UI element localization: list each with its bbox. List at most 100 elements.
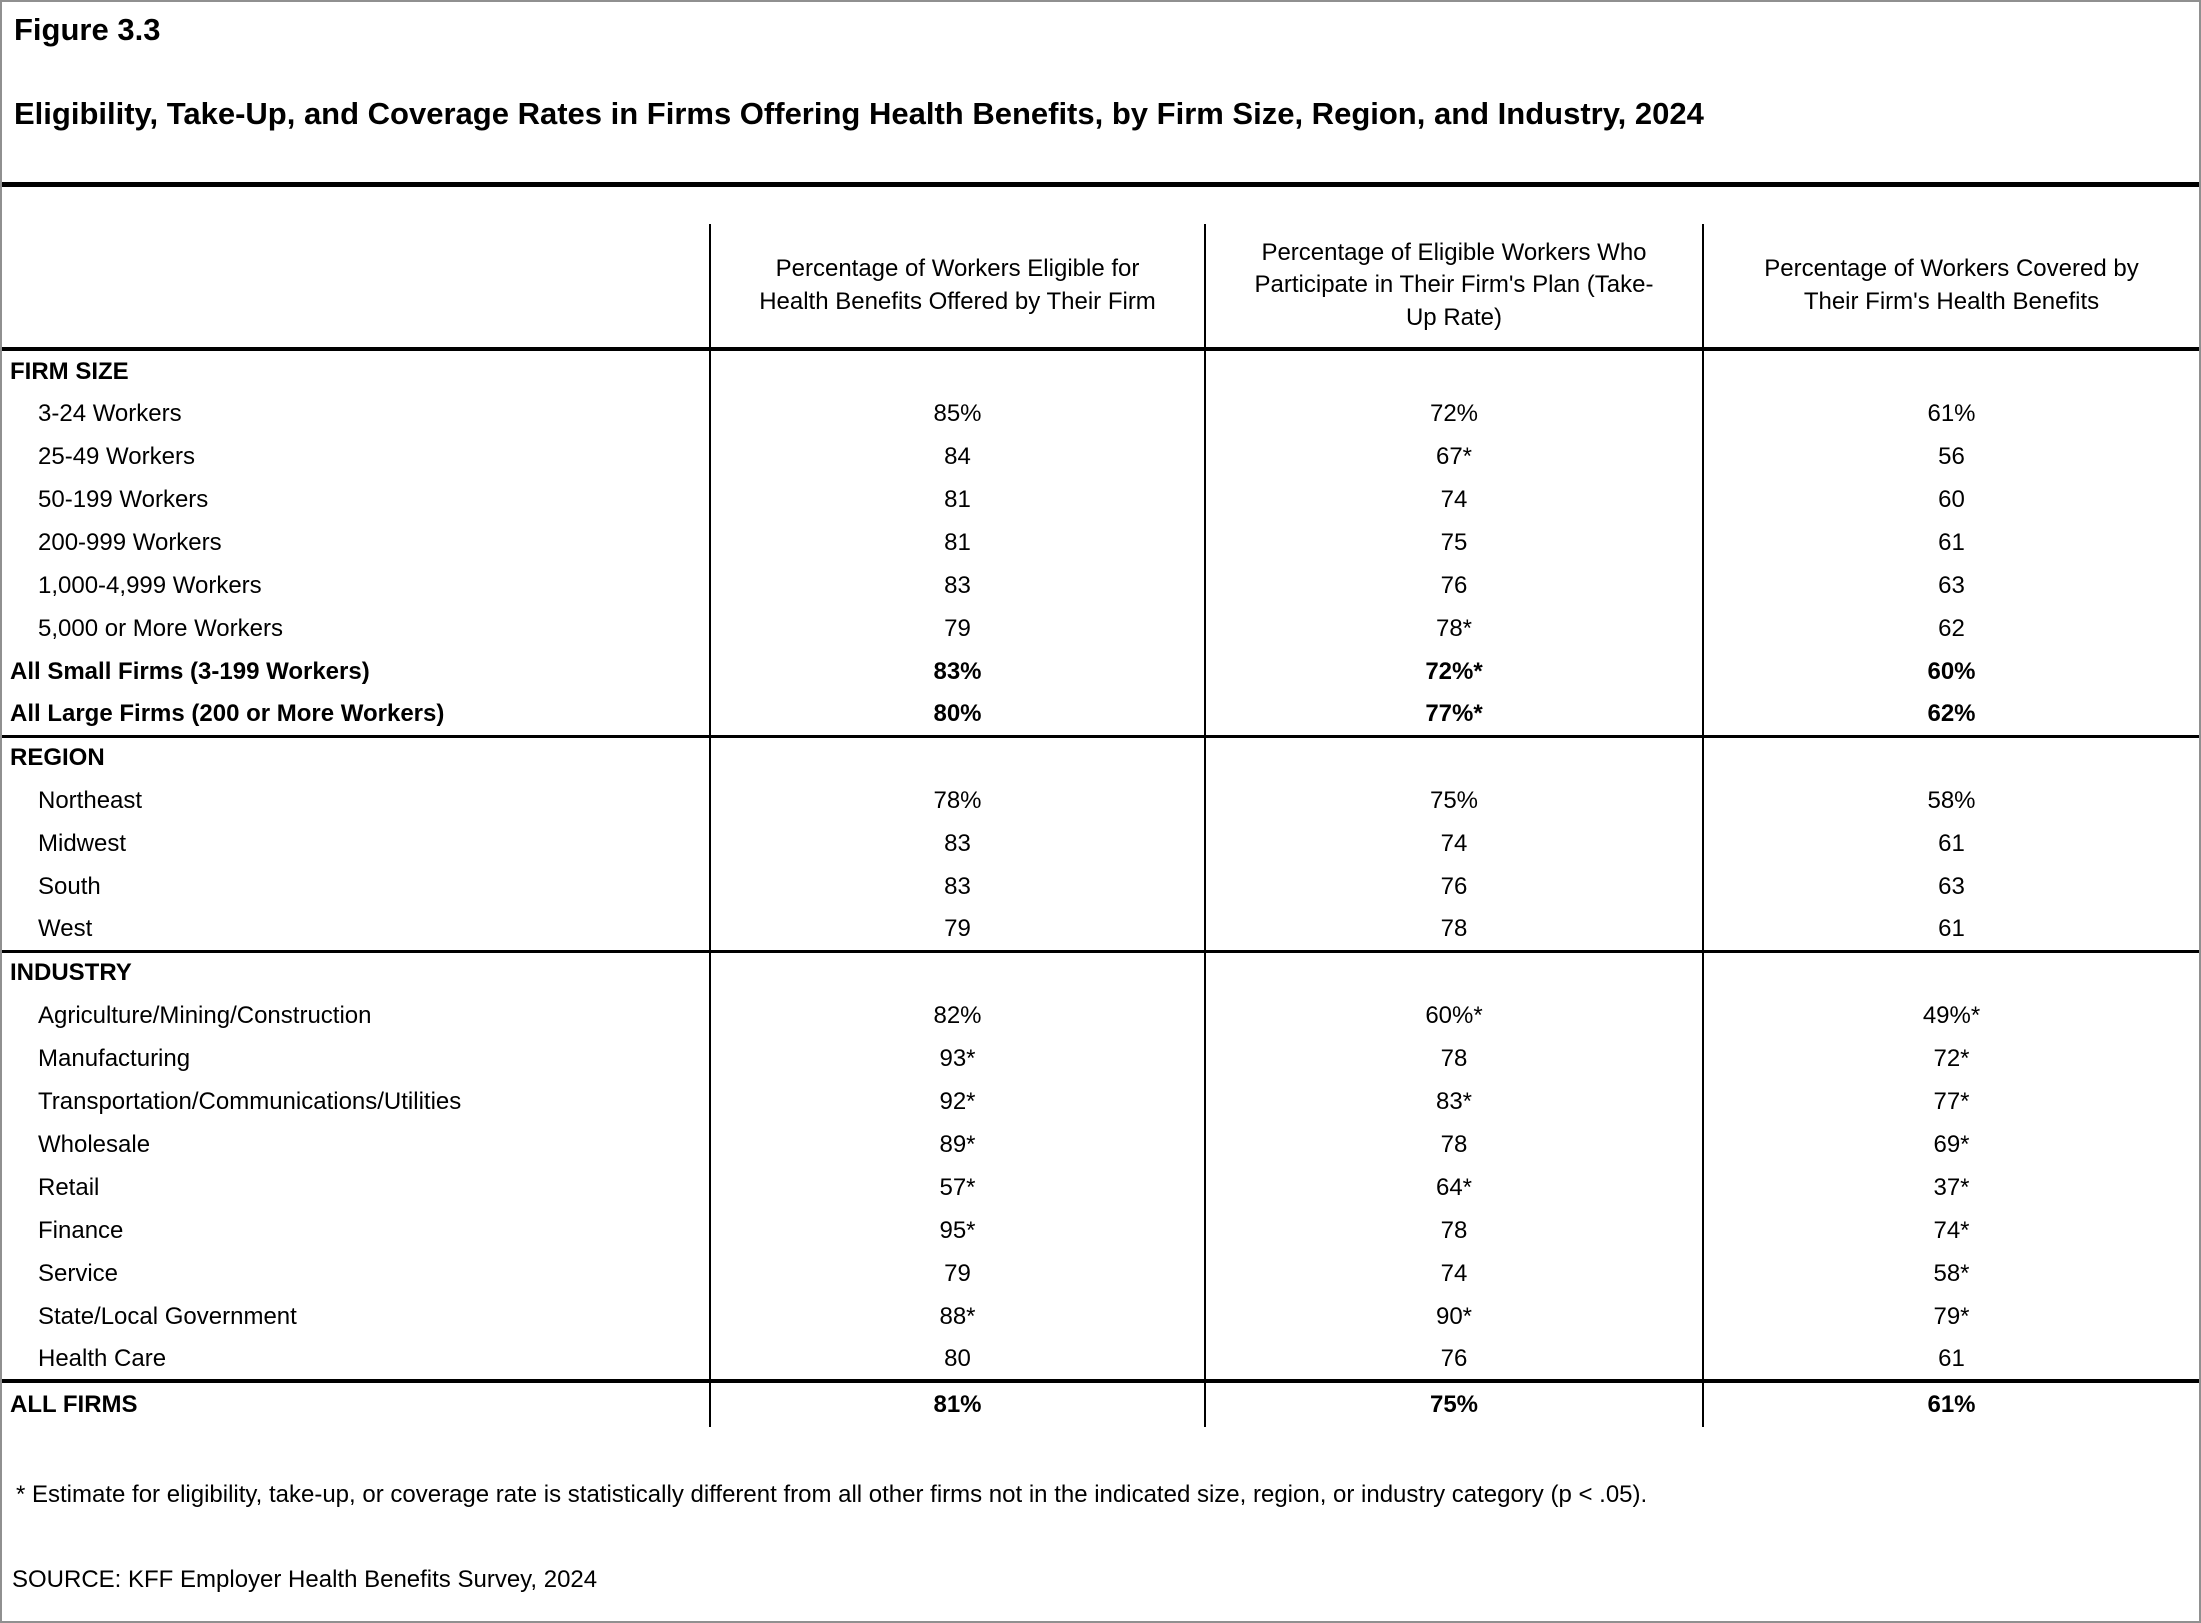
- row-label: Service: [38, 1259, 119, 1287]
- row-label: South: [38, 872, 101, 900]
- row-value: [709, 951, 1205, 994]
- row-value: 74: [1204, 1252, 1703, 1295]
- table-row: Service 79 74 58*: [2, 1252, 2199, 1295]
- row-value: 81: [709, 478, 1205, 521]
- row-value: 58%: [1702, 779, 2199, 822]
- row-label: Health Care: [2, 1338, 710, 1383]
- table-row: 5,000 or More Workers 79 78* 62: [2, 607, 2199, 650]
- table-row: Agriculture/Mining/Construction 82% 60%* 49…: [2, 994, 2199, 1037]
- row-value: 78%: [709, 779, 1205, 822]
- row-value: 72%*: [1204, 650, 1703, 693]
- row-value: 81%: [709, 1381, 1205, 1427]
- row-value: 58*: [1702, 1252, 2199, 1295]
- row-value: 62%: [1702, 693, 2199, 738]
- column-header-take-up: Percentage of Eligible Workers Who Parti…: [1204, 224, 1703, 351]
- row-value: 60%: [1702, 650, 2199, 693]
- header-gap: [2, 187, 2199, 224]
- row-value: 72%: [1204, 392, 1703, 435]
- row-value: 84: [709, 435, 1205, 478]
- row-value: [709, 736, 1205, 779]
- row-value: 79*: [1702, 1295, 2199, 1338]
- row-label: 5,000 or More Workers: [38, 614, 283, 642]
- row-value: 79: [709, 908, 1205, 953]
- row-label: 25-49 Workers: [38, 442, 195, 470]
- row-value: 82%: [709, 994, 1205, 1037]
- row-value: 77*: [1702, 1080, 2199, 1123]
- table-row: All Large Firms (200 or More Workers) 80%…: [2, 693, 2199, 738]
- row-value: 74: [1204, 822, 1703, 865]
- row-value: 60%*: [1204, 994, 1703, 1037]
- row-value: [1702, 951, 2199, 994]
- row-label: Midwest: [38, 829, 127, 857]
- row-label: 200-999 Workers: [38, 528, 222, 556]
- row-value: 64*: [1204, 1166, 1703, 1209]
- row-value: 92*: [709, 1080, 1205, 1123]
- row-value: 89*: [709, 1123, 1205, 1166]
- row-value: 63: [1702, 564, 2199, 607]
- table-row: 25-49 Workers 84 67* 56: [2, 435, 2199, 478]
- row-value: 74: [1204, 478, 1703, 521]
- row-value: 75%: [1204, 1381, 1703, 1427]
- row-value: 78: [1204, 908, 1703, 953]
- row-value: 83*: [1204, 1080, 1703, 1123]
- row-label: Finance: [38, 1216, 124, 1244]
- row-value: 76: [1204, 564, 1703, 607]
- row-value: 78: [1204, 1037, 1703, 1080]
- row-value: 79: [709, 607, 1205, 650]
- row-value: 61%: [1702, 392, 2199, 435]
- row-value: 76: [1204, 865, 1703, 908]
- row-value: 95*: [709, 1209, 1205, 1252]
- row-label: Transportation/Communications/Utilities: [38, 1087, 462, 1115]
- column-header-eligibility: Percentage of Workers Eligible for Healt…: [709, 224, 1205, 351]
- table-row: 50-199 Workers 81 74 60: [2, 478, 2199, 521]
- row-value: 67*: [1204, 435, 1703, 478]
- table-row: 3-24 Workers 85% 72% 61%: [2, 392, 2199, 435]
- row-value: 79: [709, 1252, 1205, 1295]
- table-row: Transportation/Communications/Utilities 9…: [2, 1080, 2199, 1123]
- row-value: 63: [1702, 865, 2199, 908]
- corner-cell: [2, 224, 710, 351]
- row-label: INDUSTRY: [10, 959, 132, 987]
- table-row: All Small Firms (3-199 Workers) 83% 72%* 60…: [2, 650, 2199, 693]
- row-value: 72*: [1702, 1037, 2199, 1080]
- row-label: Northeast: [38, 786, 143, 814]
- figure-label: Figure 3.3: [14, 12, 161, 47]
- row-value: 75: [1204, 521, 1703, 564]
- row-value: 49%*: [1702, 994, 2199, 1037]
- column-header-coverage: Percentage of Workers Covered by Their F…: [1702, 224, 2199, 351]
- row-value: 77%*: [1204, 693, 1703, 738]
- row-label: 3-24 Workers: [38, 399, 182, 427]
- table-row: State/Local Government 88* 90* 79*: [2, 1295, 2199, 1338]
- row-value: 90*: [1204, 1295, 1703, 1338]
- row-value: 83: [709, 822, 1205, 865]
- row-value: 76: [1204, 1338, 1703, 1383]
- total-row: ALL FIRMS 81% 75% 61%: [2, 1381, 2199, 1427]
- row-value: 78: [1204, 1123, 1703, 1166]
- row-value: 75%: [1204, 779, 1703, 822]
- row-value: [709, 349, 1205, 392]
- table-body: FIRM SIZE 3-24 Workers 85% 72% 61% 25-49 Work…: [2, 349, 2199, 1427]
- row-label: Retail: [38, 1173, 100, 1201]
- row-label: FIRM SIZE: [10, 357, 129, 385]
- table-row: Manufacturing 93* 78 72*: [2, 1037, 2199, 1080]
- row-value: 61%: [1702, 1381, 2199, 1427]
- table-row: West 79 78 61: [2, 908, 2199, 953]
- row-value: 57*: [709, 1166, 1205, 1209]
- row-value: 60: [1702, 478, 2199, 521]
- row-label: REGION: [10, 744, 105, 772]
- figure-title: Eligibility, Take-Up, and Coverage Rates…: [14, 95, 1704, 131]
- footnote: * Estimate for eligibility, take-up, or …: [16, 1481, 1648, 1508]
- row-value: 37*: [1702, 1166, 2199, 1209]
- table-row: Midwest 83 74 61: [2, 822, 2199, 865]
- row-value: 83: [709, 865, 1205, 908]
- row-label: Wholesale: [38, 1130, 151, 1158]
- row-value: 80: [709, 1338, 1205, 1383]
- row-label: 1,000-4,999 Workers: [38, 571, 262, 599]
- row-label: State/Local Government: [38, 1302, 297, 1330]
- row-value: 56: [1702, 435, 2199, 478]
- source-line: SOURCE: KFF Employer Health Benefits Sur…: [12, 1565, 598, 1593]
- row-value: [1204, 736, 1703, 779]
- row-value: [1204, 349, 1703, 392]
- table-row: South 83 76 63: [2, 865, 2199, 908]
- row-value: 83: [709, 564, 1205, 607]
